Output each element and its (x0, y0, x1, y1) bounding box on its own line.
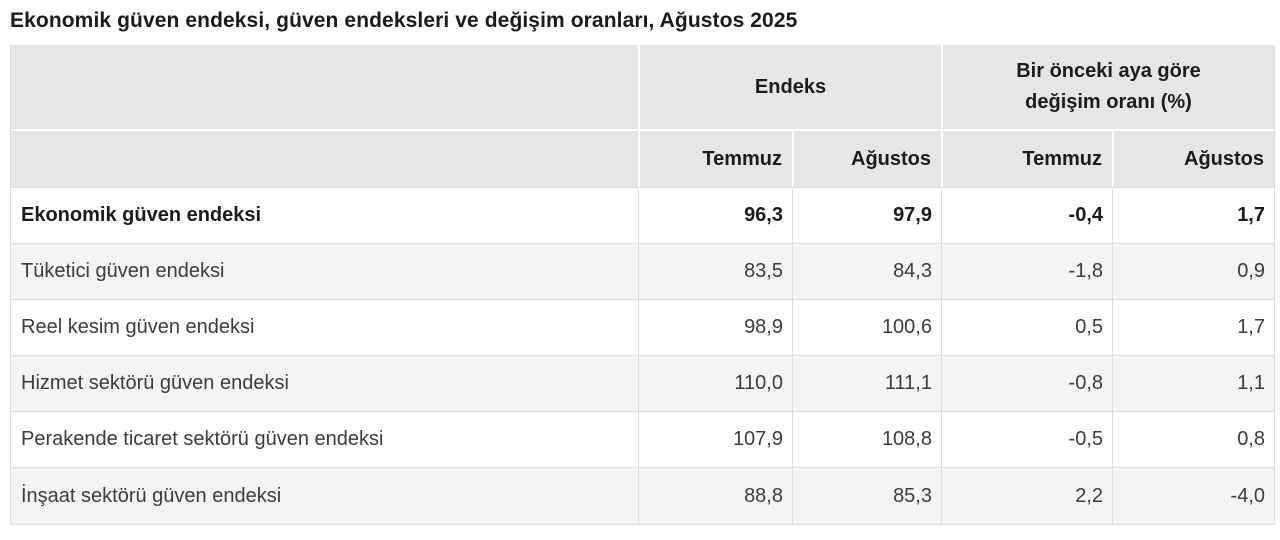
group-header-row: Endeks Bir önceki aya göre değişim oranı… (11, 45, 1274, 131)
cell-degisim-temmuz: 2,2 (941, 468, 1112, 524)
group-header-degisim-orani: Bir önceki aya göre değişim oranı (%) (941, 45, 1274, 131)
cell-endeks-agustos: 85,3 (792, 468, 941, 524)
cell-endeks-agustos: 100,6 (792, 300, 941, 356)
row-label: Ekonomik güven endeksi (11, 188, 638, 244)
col-header-endeks-temmuz: Temmuz (638, 131, 792, 188)
cell-endeks-temmuz: 98,9 (638, 300, 792, 356)
row-label: Perakende ticaret sektörü güven endeksi (11, 412, 638, 468)
row-label: Tüketici güven endeksi (11, 244, 638, 300)
col-header-endeks-agustos: Ağustos (792, 131, 941, 188)
col-header-degisim-agustos: Ağustos (1112, 131, 1274, 188)
table-container: Endeks Bir önceki aya göre değişim oranı… (10, 45, 1275, 525)
cell-degisim-agustos: 0,8 (1112, 412, 1274, 468)
cell-endeks-temmuz: 96,3 (638, 188, 792, 244)
group-header-endeks: Endeks (638, 45, 941, 131)
col-header-degisim-temmuz: Temmuz (941, 131, 1112, 188)
cell-endeks-agustos: 111,1 (792, 356, 941, 412)
cell-endeks-agustos: 84,3 (792, 244, 941, 300)
table-body: Ekonomik güven endeksi 96,3 97,9 -0,4 1,… (11, 188, 1274, 524)
sub-header-row: Temmuz Ağustos Temmuz Ağustos (11, 131, 1274, 188)
table-row-tuketici: Tüketici güven endeksi 83,5 84,3 -1,8 0,… (11, 244, 1274, 300)
table-row-perakende: Perakende ticaret sektörü güven endeksi … (11, 412, 1274, 468)
table-row-insaat: İnşaat sektörü güven endeksi 88,8 85,3 2… (11, 468, 1274, 524)
cell-degisim-agustos: -4,0 (1112, 468, 1274, 524)
cell-degisim-temmuz: -1,8 (941, 244, 1112, 300)
table-header: Endeks Bir önceki aya göre değişim oranı… (11, 45, 1274, 188)
cell-degisim-temmuz: 0,5 (941, 300, 1112, 356)
table-row-reel-kesim: Reel kesim güven endeksi 98,9 100,6 0,5 … (11, 300, 1274, 356)
cell-endeks-agustos: 97,9 (792, 188, 941, 244)
cell-endeks-temmuz: 83,5 (638, 244, 792, 300)
cell-endeks-agustos: 108,8 (792, 412, 941, 468)
table-row-ekonomik: Ekonomik güven endeksi 96,3 97,9 -0,4 1,… (11, 188, 1274, 244)
page: Ekonomik güven endeksi, güven endeksleri… (10, 9, 1275, 525)
cell-degisim-agustos: 1,7 (1112, 300, 1274, 356)
confidence-index-table: Endeks Bir önceki aya göre değişim oranı… (11, 45, 1274, 524)
row-label: İnşaat sektörü güven endeksi (11, 468, 638, 524)
corner-header-cell (11, 45, 638, 131)
cell-degisim-temmuz: -0,5 (941, 412, 1112, 468)
corner-subheader-cell (11, 131, 638, 188)
page-title: Ekonomik güven endeksi, güven endeksleri… (10, 9, 798, 32)
cell-degisim-agustos: 1,1 (1112, 356, 1274, 412)
cell-degisim-temmuz: -0,8 (941, 356, 1112, 412)
cell-endeks-temmuz: 110,0 (638, 356, 792, 412)
cell-degisim-agustos: 1,7 (1112, 188, 1274, 244)
cell-endeks-temmuz: 107,9 (638, 412, 792, 468)
table-row-hizmet: Hizmet sektörü güven endeksi 110,0 111,1… (11, 356, 1274, 412)
cell-degisim-agustos: 0,9 (1112, 244, 1274, 300)
cell-endeks-temmuz: 88,8 (638, 468, 792, 524)
row-label: Reel kesim güven endeksi (11, 300, 638, 356)
row-label: Hizmet sektörü güven endeksi (11, 356, 638, 412)
cell-degisim-temmuz: -0,4 (941, 188, 1112, 244)
